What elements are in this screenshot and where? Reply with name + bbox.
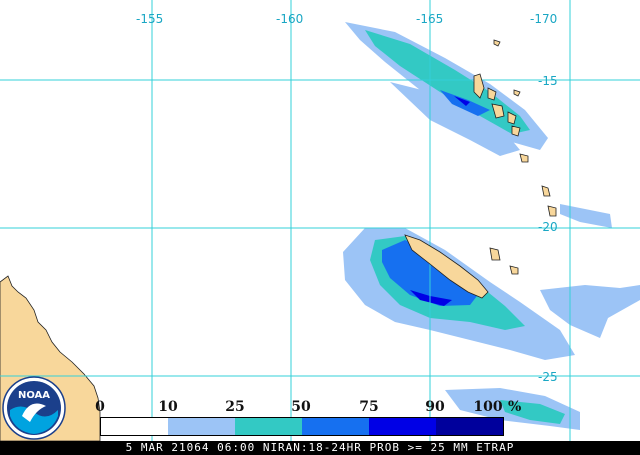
longitude-label: -165 <box>416 12 444 26</box>
legend-swatch <box>101 418 168 435</box>
legend-tick: 50 <box>291 399 311 415</box>
legend-unit: % <box>508 399 522 415</box>
latitude-label: -20 <box>538 220 558 234</box>
islands <box>404 39 557 299</box>
new-caledonia-island <box>404 234 489 299</box>
logo-text: NOAA <box>18 390 50 401</box>
legend-swatch <box>436 418 503 435</box>
legend-tick: 25 <box>225 399 245 415</box>
rain-swath-north <box>345 22 612 228</box>
legend-swatch <box>302 418 369 435</box>
legend-tick: 0 <box>95 399 105 415</box>
latitude-label: -15 <box>538 74 558 88</box>
longitude-label: -170 <box>530 12 558 26</box>
latitude-label: -25 <box>538 370 558 384</box>
noaa-logo-icon: NOAA <box>2 376 66 440</box>
longitude-label: -155 <box>136 12 164 26</box>
legend-colorbar <box>100 417 504 436</box>
longitude-label: -160 <box>276 12 304 26</box>
legend-swatch <box>369 418 436 435</box>
legend-tick: 75 <box>359 399 379 415</box>
legend-swatch <box>235 418 302 435</box>
legend-tick: 90 <box>425 399 445 415</box>
legend-tick: 100 <box>473 399 503 415</box>
footer-caption: 5 MAR 21064 06:00 NIRAN:18-24HR PROB >= … <box>0 441 640 455</box>
legend-tick: 10 <box>158 399 178 415</box>
grid-lines <box>0 0 640 441</box>
legend-swatch <box>168 418 235 435</box>
rain-swath-south <box>343 228 640 430</box>
